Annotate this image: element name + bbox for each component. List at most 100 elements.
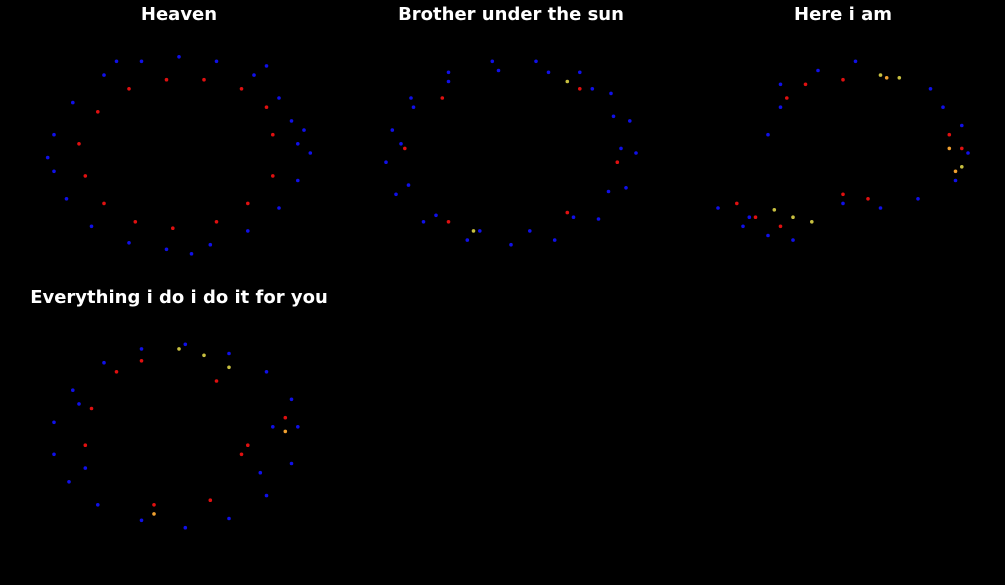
scatter-point: [208, 242, 213, 247]
scatter-point: [214, 379, 219, 383]
scatter-point: [164, 77, 169, 82]
scatter-point: [296, 142, 300, 146]
scatter-point: [471, 229, 476, 233]
scatter-point: [183, 342, 188, 347]
scatter-point: [177, 347, 181, 351]
scatter-point: [941, 105, 945, 109]
scatter-point: [634, 151, 638, 155]
scatter-point: [246, 201, 250, 206]
scatter-point: [578, 87, 582, 91]
scatter-point: [127, 241, 131, 245]
scatter-point: [546, 70, 551, 75]
scatter-point: [791, 238, 795, 242]
scatter-point: [139, 59, 144, 64]
scatter-point: [399, 142, 403, 146]
scatter-point: [45, 155, 50, 160]
scatter-point: [960, 146, 964, 151]
scatter-point: [590, 87, 595, 91]
scatter-point: [778, 105, 783, 109]
scatter-point: [271, 425, 275, 429]
scatter-point: [565, 79, 570, 84]
scatter-point: [509, 242, 513, 247]
scatter-point: [841, 201, 845, 206]
scatter-point: [177, 55, 181, 59]
scatter-point: [403, 146, 407, 151]
scatter-point: [897, 76, 902, 80]
scatter-point: [446, 70, 451, 75]
scatter-point: [164, 247, 169, 252]
scatter-point: [816, 68, 820, 73]
scatter-point: [83, 443, 88, 447]
scatter-point: [264, 370, 269, 374]
chart-title: Here i am: [794, 4, 892, 25]
scatter-point: [421, 220, 426, 224]
scatter-point: [71, 388, 75, 392]
scatter-point: [102, 360, 106, 365]
scatter-point: [277, 206, 281, 210]
scatter-point: [406, 183, 411, 187]
chart-panel-2: Brother under the sun: [346, 0, 676, 280]
scatter-point: [264, 493, 269, 498]
scatter-plot: [716, 59, 970, 242]
scatter-point: [878, 206, 883, 210]
scatter-point: [83, 174, 88, 178]
scatter-point: [490, 59, 495, 64]
scatter-point: [289, 119, 294, 123]
scatter-point: [189, 252, 194, 256]
scatter-point: [947, 132, 952, 137]
scatter-point: [77, 142, 81, 146]
scatter-point: [227, 365, 231, 370]
scatter-point: [89, 224, 94, 229]
scatter-point: [552, 238, 557, 242]
scatter-point: [810, 220, 814, 224]
scatter-point: [766, 132, 770, 137]
scatter-point: [778, 82, 783, 87]
scatter-point: [283, 429, 288, 434]
scatter-plot: [384, 59, 638, 247]
scatter-point: [139, 359, 144, 363]
scatter-point: [102, 201, 106, 206]
scatter-point: [953, 169, 958, 174]
scatter-point: [258, 470, 263, 475]
scatter-point: [152, 512, 156, 516]
scatter-point: [928, 87, 933, 91]
scatter-point: [77, 402, 81, 406]
scatter-point: [571, 215, 576, 219]
scatter-point: [619, 146, 623, 151]
scatter-point: [440, 96, 445, 100]
scatter-point: [735, 201, 739, 206]
scatter-point: [183, 525, 188, 530]
scatter-point: [246, 229, 250, 233]
scatter-point: [953, 178, 958, 183]
scatter-point: [264, 105, 269, 109]
scatter-point: [202, 353, 206, 358]
scatter-point: [246, 443, 250, 447]
scatter-point: [446, 220, 451, 224]
scatter-point: [960, 123, 964, 128]
scatter-point: [52, 420, 56, 425]
scatter-point: [853, 59, 858, 64]
scatter-point: [916, 197, 920, 201]
scatter-point: [96, 110, 100, 114]
scatter-point: [277, 96, 281, 100]
scatter-point: [296, 425, 300, 429]
scatter-point: [609, 91, 613, 96]
scatter-point: [227, 516, 231, 521]
scatter-point: [841, 192, 845, 197]
scatter-point: [52, 132, 56, 137]
scatter-plot: [45, 55, 313, 256]
scatter-point: [753, 215, 758, 219]
scatter-point: [114, 59, 119, 64]
scatter-point: [772, 208, 777, 212]
scatter-point: [534, 59, 538, 64]
scatter-point: [133, 220, 138, 224]
scatter-point: [615, 160, 620, 164]
scatter-point: [89, 406, 94, 411]
scatter-point: [578, 70, 582, 75]
chart-title: Everything i do i do it for you: [30, 287, 328, 308]
scatter-point: [52, 169, 56, 174]
scatter-point: [866, 197, 870, 201]
scatter-point: [139, 518, 144, 523]
scatter-point: [803, 82, 808, 87]
scatter-point: [884, 76, 889, 80]
